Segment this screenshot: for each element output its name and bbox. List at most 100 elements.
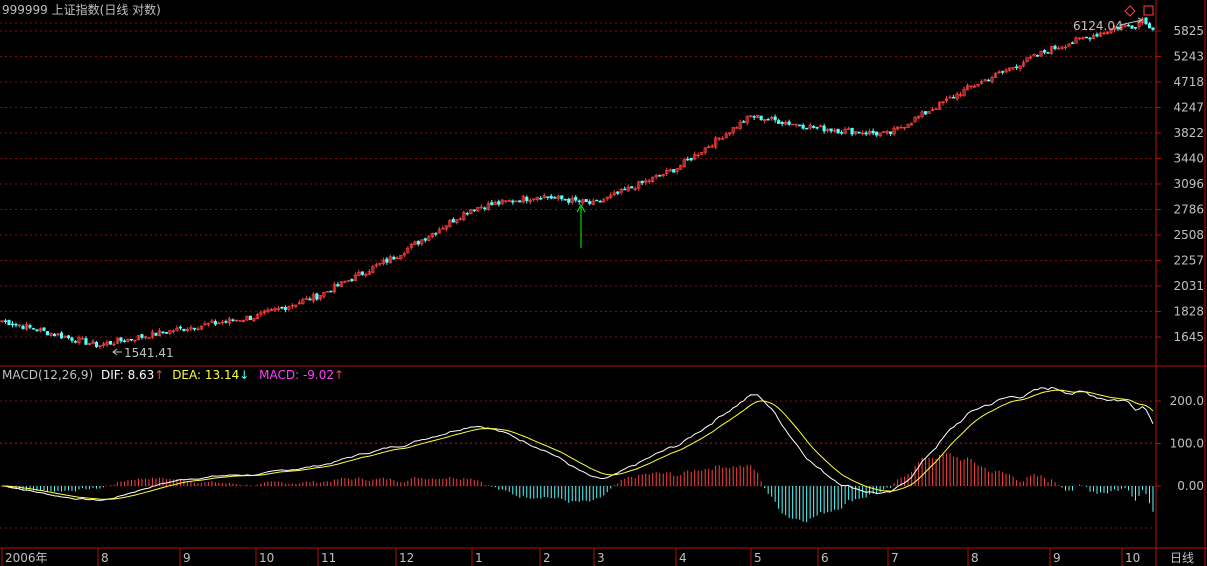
- candle[interactable]: [287, 305, 291, 312]
- candle[interactable]: [581, 198, 585, 206]
- candle[interactable]: [80, 336, 85, 340]
- candle[interactable]: [777, 118, 781, 125]
- candle[interactable]: [745, 115, 749, 126]
- candle[interactable]: [637, 180, 641, 191]
- candle[interactable]: [1067, 42, 1071, 47]
- candle[interactable]: [308, 296, 312, 301]
- candle[interactable]: [1000, 70, 1005, 75]
- candle[interactable]: [882, 131, 886, 134]
- candle[interactable]: [42, 327, 46, 332]
- candle[interactable]: [56, 332, 60, 337]
- candle[interactable]: [171, 329, 176, 334]
- candle[interactable]: [927, 111, 931, 114]
- candle[interactable]: [703, 147, 707, 155]
- candle[interactable]: [861, 130, 865, 136]
- candle[interactable]: [395, 256, 399, 260]
- candle[interactable]: [465, 211, 469, 216]
- diamond-icon[interactable]: [1124, 5, 1136, 17]
- candle[interactable]: [7, 319, 11, 326]
- candle[interactable]: [0, 320, 4, 323]
- candle[interactable]: [812, 125, 816, 129]
- candle[interactable]: [962, 86, 966, 97]
- candle[interactable]: [1049, 46, 1054, 55]
- candle[interactable]: [399, 254, 403, 260]
- candle[interactable]: [455, 218, 459, 225]
- candle[interactable]: [560, 195, 564, 202]
- candle[interactable]: [591, 198, 595, 206]
- candle[interactable]: [654, 173, 658, 180]
- candle[interactable]: [563, 198, 567, 201]
- candle[interactable]: [854, 130, 858, 136]
- candle[interactable]: [416, 240, 420, 247]
- candle[interactable]: [612, 190, 616, 197]
- candle[interactable]: [339, 281, 343, 287]
- candle[interactable]: [910, 122, 914, 126]
- candle[interactable]: [521, 194, 525, 204]
- candle[interactable]: [140, 333, 144, 340]
- candle[interactable]: [567, 197, 571, 205]
- candle[interactable]: [178, 325, 182, 331]
- candle[interactable]: [374, 262, 378, 269]
- candle[interactable]: [101, 341, 106, 348]
- candle[interactable]: [626, 184, 630, 192]
- candle[interactable]: [556, 194, 560, 201]
- candle[interactable]: [406, 246, 410, 254]
- candle[interactable]: [934, 108, 938, 110]
- candle[interactable]: [353, 272, 357, 282]
- candle[interactable]: [189, 324, 193, 332]
- candle[interactable]: [801, 123, 805, 130]
- candle[interactable]: [504, 200, 508, 204]
- candle[interactable]: [1063, 44, 1068, 51]
- candle[interactable]: [364, 272, 368, 278]
- candle[interactable]: [535, 196, 539, 202]
- candle[interactable]: [798, 124, 802, 127]
- candle[interactable]: [847, 126, 851, 130]
- candle[interactable]: [224, 319, 228, 324]
- candle[interactable]: [332, 281, 336, 294]
- candle[interactable]: [367, 268, 371, 275]
- candle[interactable]: [546, 196, 550, 200]
- candle[interactable]: [906, 123, 910, 128]
- candle[interactable]: [766, 117, 770, 121]
- candle[interactable]: [245, 315, 249, 321]
- candle[interactable]: [217, 321, 221, 325]
- candle[interactable]: [38, 327, 43, 333]
- window-icon[interactable]: [1143, 5, 1154, 16]
- candle[interactable]: [206, 322, 210, 327]
- candle[interactable]: [451, 217, 455, 223]
- candle[interactable]: [388, 254, 392, 264]
- candle[interactable]: [66, 334, 71, 340]
- candle[interactable]: [1077, 37, 1082, 41]
- candle[interactable]: [735, 126, 739, 129]
- candle[interactable]: [161, 331, 165, 335]
- candle[interactable]: [917, 115, 921, 120]
- candle[interactable]: [1070, 41, 1075, 45]
- candle[interactable]: [45, 331, 50, 336]
- candle[interactable]: [696, 152, 700, 159]
- candle[interactable]: [542, 193, 546, 199]
- candle[interactable]: [815, 126, 819, 130]
- candle[interactable]: [710, 144, 714, 149]
- candle[interactable]: [969, 85, 973, 90]
- candle[interactable]: [986, 78, 991, 82]
- candle[interactable]: [21, 324, 25, 330]
- candle[interactable]: [1105, 31, 1110, 35]
- candle[interactable]: [864, 130, 868, 136]
- candle[interactable]: [17, 324, 22, 328]
- candle[interactable]: [262, 309, 266, 315]
- candle[interactable]: [675, 167, 679, 175]
- candle[interactable]: [924, 111, 928, 116]
- candle[interactable]: [966, 83, 970, 91]
- candle[interactable]: [840, 130, 844, 136]
- candle[interactable]: [14, 322, 18, 328]
- dea-line[interactable]: [2, 389, 1154, 500]
- candle[interactable]: [742, 119, 746, 123]
- candle[interactable]: [234, 319, 238, 322]
- candle[interactable]: [28, 323, 32, 330]
- candle[interactable]: [1151, 27, 1155, 32]
- candle[interactable]: [98, 344, 102, 349]
- candle[interactable]: [913, 115, 917, 123]
- candle[interactable]: [304, 295, 308, 300]
- candle[interactable]: [154, 332, 158, 336]
- candle[interactable]: [1053, 44, 1057, 51]
